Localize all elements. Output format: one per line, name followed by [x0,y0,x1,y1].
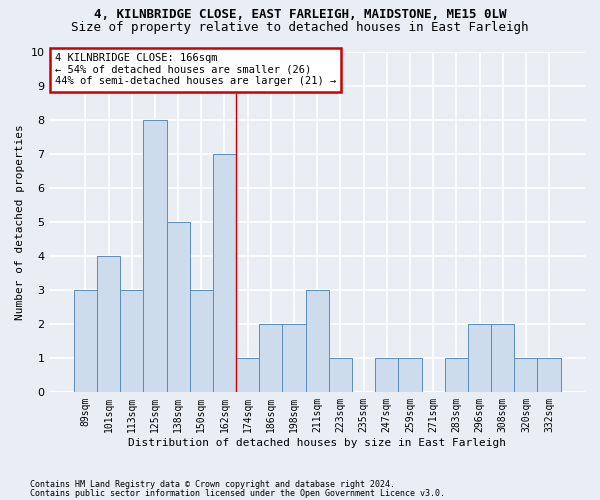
Bar [167,222,190,392]
Bar [74,290,97,392]
Bar [445,358,468,392]
Bar [468,324,491,392]
Text: 4 KILNBRIDGE CLOSE: 166sqm
← 54% of detached houses are smaller (26)
44% of semi: 4 KILNBRIDGE CLOSE: 166sqm ← 54% of deta… [55,53,336,86]
Bar [305,290,329,392]
X-axis label: Distribution of detached houses by size in East Farleigh: Distribution of detached houses by size … [128,438,506,448]
Bar [329,358,352,392]
Text: 4, KILNBRIDGE CLOSE, EAST FARLEIGH, MAIDSTONE, ME15 0LW: 4, KILNBRIDGE CLOSE, EAST FARLEIGH, MAID… [94,8,506,20]
Text: Contains HM Land Registry data © Crown copyright and database right 2024.: Contains HM Land Registry data © Crown c… [30,480,395,489]
Y-axis label: Number of detached properties: Number of detached properties [15,124,25,320]
Bar [213,154,236,392]
Bar [120,290,143,392]
Bar [143,120,167,392]
Bar [491,324,514,392]
Bar [514,358,538,392]
Bar [259,324,283,392]
Bar [236,358,259,392]
Bar [375,358,398,392]
Bar [538,358,560,392]
Text: Size of property relative to detached houses in East Farleigh: Size of property relative to detached ho… [71,21,529,34]
Text: Contains public sector information licensed under the Open Government Licence v3: Contains public sector information licen… [30,489,445,498]
Bar [97,256,120,392]
Bar [398,358,422,392]
Bar [283,324,305,392]
Bar [190,290,213,392]
